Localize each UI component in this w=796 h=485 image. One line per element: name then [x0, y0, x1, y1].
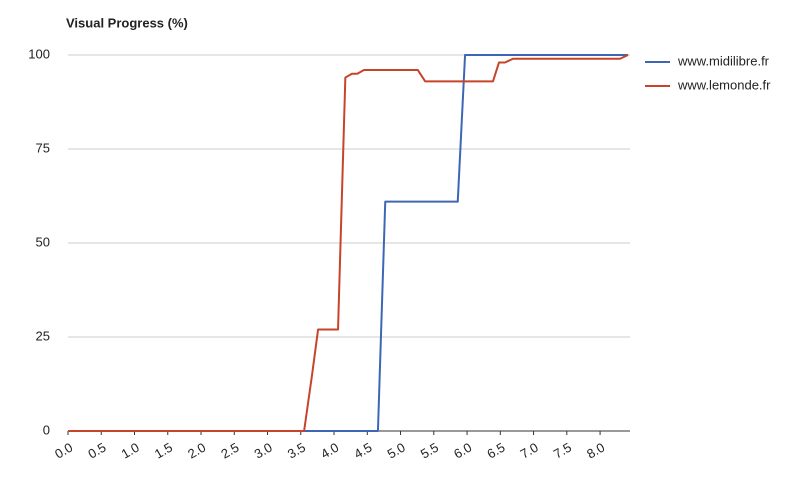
x-tick-label: 7.5	[551, 440, 574, 462]
y-tick-label: 0	[43, 422, 50, 437]
x-tick-label: 8.0	[584, 440, 607, 462]
chart-title: Visual Progress (%)	[66, 15, 188, 30]
x-tick-label: 2.5	[218, 440, 241, 462]
x-tick-label: 4.5	[351, 440, 374, 462]
x-tick-label: 3.0	[252, 440, 275, 462]
x-tick-label: 3.5	[285, 440, 308, 462]
y-tick-label: 75	[36, 140, 50, 155]
x-tick-label: 0.0	[52, 440, 75, 462]
x-tick-label: 4.0	[318, 440, 341, 462]
x-tick-label: 5.5	[418, 440, 441, 462]
x-tick-label: 0.5	[85, 440, 108, 462]
x-tick-label: 2.0	[185, 440, 208, 462]
series-line	[68, 54, 629, 432]
y-tick-label: 25	[36, 328, 50, 343]
legend-label: www.midilibre.fr	[677, 53, 770, 68]
y-tick-label: 100	[28, 46, 50, 61]
series-line	[68, 54, 629, 432]
y-tick-label: 50	[36, 234, 50, 249]
x-tick-label: 5.0	[385, 440, 408, 462]
legend-label: www.lemonde.fr	[677, 77, 771, 92]
x-tick-label: 7.0	[518, 440, 541, 462]
x-tick-label: 1.0	[119, 440, 142, 462]
x-tick-label: 6.5	[484, 440, 507, 462]
x-tick-label: 1.5	[152, 440, 175, 462]
x-tick-label: 6.0	[451, 440, 474, 462]
